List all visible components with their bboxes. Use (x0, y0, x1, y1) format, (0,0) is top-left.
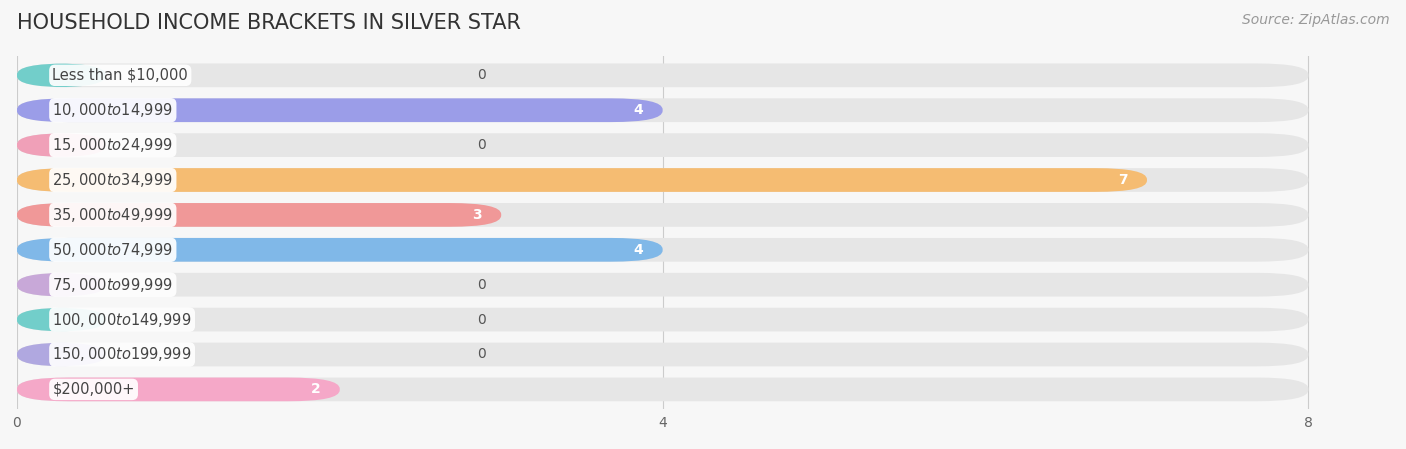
Text: $15,000 to $24,999: $15,000 to $24,999 (52, 136, 173, 154)
FancyBboxPatch shape (17, 63, 1309, 87)
FancyBboxPatch shape (17, 168, 1147, 192)
Text: 4: 4 (634, 243, 644, 257)
Text: $75,000 to $99,999: $75,000 to $99,999 (52, 276, 173, 294)
Text: $10,000 to $14,999: $10,000 to $14,999 (52, 101, 173, 119)
Text: 0: 0 (477, 68, 485, 82)
Text: 0: 0 (477, 277, 485, 292)
Text: $25,000 to $34,999: $25,000 to $34,999 (52, 171, 173, 189)
FancyBboxPatch shape (17, 378, 340, 401)
Text: Less than $10,000: Less than $10,000 (52, 68, 188, 83)
FancyBboxPatch shape (17, 168, 1309, 192)
Text: $100,000 to $149,999: $100,000 to $149,999 (52, 311, 191, 329)
Text: Source: ZipAtlas.com: Source: ZipAtlas.com (1241, 13, 1389, 27)
FancyBboxPatch shape (17, 203, 501, 227)
FancyBboxPatch shape (17, 343, 105, 366)
FancyBboxPatch shape (17, 98, 662, 122)
Text: 0: 0 (477, 313, 485, 326)
FancyBboxPatch shape (17, 238, 1309, 262)
FancyBboxPatch shape (17, 273, 105, 297)
Text: HOUSEHOLD INCOME BRACKETS IN SILVER STAR: HOUSEHOLD INCOME BRACKETS IN SILVER STAR (17, 13, 520, 34)
FancyBboxPatch shape (17, 378, 1309, 401)
Text: $150,000 to $199,999: $150,000 to $199,999 (52, 345, 191, 364)
Text: 0: 0 (477, 138, 485, 152)
FancyBboxPatch shape (17, 63, 105, 87)
Text: 0: 0 (477, 348, 485, 361)
FancyBboxPatch shape (17, 273, 1309, 297)
FancyBboxPatch shape (17, 308, 1309, 331)
FancyBboxPatch shape (17, 133, 105, 157)
Text: 4: 4 (634, 103, 644, 117)
Text: 7: 7 (1118, 173, 1128, 187)
FancyBboxPatch shape (17, 133, 1309, 157)
Text: $50,000 to $74,999: $50,000 to $74,999 (52, 241, 173, 259)
FancyBboxPatch shape (17, 238, 662, 262)
FancyBboxPatch shape (17, 308, 105, 331)
Text: 3: 3 (472, 208, 482, 222)
FancyBboxPatch shape (17, 98, 1309, 122)
FancyBboxPatch shape (17, 343, 1309, 366)
Text: 2: 2 (311, 383, 321, 396)
Text: $200,000+: $200,000+ (52, 382, 135, 397)
FancyBboxPatch shape (17, 203, 1309, 227)
Text: $35,000 to $49,999: $35,000 to $49,999 (52, 206, 173, 224)
